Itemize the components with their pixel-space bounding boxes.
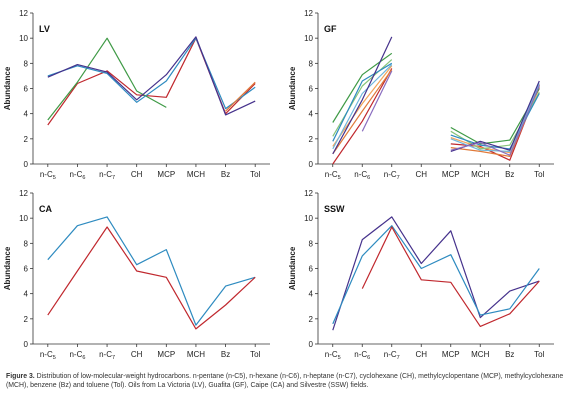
series-line (361, 70, 393, 132)
x-tick-label: Tol (250, 350, 260, 359)
y-axis-label: Abundance (3, 66, 12, 110)
x-tick-label: n-C6 (69, 350, 85, 361)
y-tick-label: 8 (309, 59, 314, 68)
panel-label: SSW (324, 204, 345, 214)
y-tick-label: 0 (24, 340, 29, 349)
x-tick-label: MCH (187, 170, 205, 179)
series-line (450, 85, 540, 156)
series-line (47, 36, 256, 116)
series-line (332, 52, 393, 123)
x-tick-label: n-C5 (325, 350, 341, 361)
series-line (47, 37, 167, 121)
y-tick-label: 2 (24, 315, 29, 324)
chart-panel-ca: 0 2 4 6 8 10 12 n-C5 n-C6 n-C7 CH MCP MCH Bz Tol Abunda… (3, 189, 270, 361)
x-tick-label: Tol (534, 350, 544, 359)
y-tick-label: 12 (304, 189, 313, 198)
y-axis-label: Abundance (3, 246, 12, 290)
series-line (332, 225, 540, 325)
y-tick-label: 6 (309, 265, 314, 274)
series-line (225, 81, 256, 112)
y-tick-label: 0 (309, 340, 314, 349)
y-tick-label: 6 (24, 265, 29, 274)
caption-lead: Figure 3. (6, 373, 35, 380)
x-tick-label: Bz (221, 170, 230, 179)
y-tick-label: 8 (24, 59, 29, 68)
chart-panel-gf: 0 2 4 6 8 10 12 n-C5 n-C6 n-C7 CH MCP MCH Bz Tol Abunda… (288, 9, 554, 181)
y-tick-label: 2 (24, 135, 29, 144)
x-tick-label: n-C5 (40, 350, 56, 361)
panel-label: CA (39, 204, 52, 214)
chart-panel-ssw: 0 2 4 6 8 10 12 n-C5 n-C6 n-C7 CH MCP MCH Bz Tol Abunda… (288, 189, 554, 361)
y-tick-label: 12 (19, 9, 28, 18)
series-line (450, 88, 540, 154)
y-tick-label: 8 (309, 239, 314, 248)
series-line (332, 62, 393, 142)
y-tick-label: 4 (24, 290, 29, 299)
x-tick-label: n-C7 (99, 350, 115, 361)
x-tick-label: MCP (442, 350, 460, 359)
y-tick-label: 4 (24, 110, 29, 119)
y-tick-label: 6 (24, 85, 29, 94)
y-tick-label: 10 (19, 214, 28, 223)
series-line (47, 226, 256, 330)
y-tick-label: 10 (304, 214, 313, 223)
caption-text: Distribution of low-molecular-weight hyd… (6, 373, 564, 389)
x-tick-label: Bz (221, 350, 230, 359)
x-tick-label: CH (131, 170, 143, 179)
x-tick-label: n-C5 (325, 170, 341, 181)
x-tick-label: Tol (534, 170, 544, 179)
y-tick-label: 6 (309, 85, 314, 94)
x-tick-label: Tol (250, 170, 260, 179)
series-line (47, 216, 256, 326)
y-axis-label: Abundance (288, 246, 297, 290)
series-line (332, 64, 393, 150)
x-tick-label: CH (415, 170, 427, 179)
y-tick-label: 12 (19, 189, 28, 198)
x-tick-label: CH (415, 350, 427, 359)
x-tick-label: CH (131, 350, 143, 359)
x-tick-label: n-C7 (99, 170, 115, 181)
x-tick-label: n-C6 (69, 170, 85, 181)
panel-label: GF (324, 24, 337, 34)
y-tick-label: 0 (24, 160, 29, 169)
series-line (332, 59, 393, 137)
x-tick-label: MCH (471, 350, 489, 359)
x-tick-label: n-C7 (384, 350, 400, 361)
series-line (47, 37, 256, 110)
x-tick-label: MCP (442, 170, 460, 179)
x-tick-label: MCP (157, 350, 175, 359)
series-line (450, 93, 540, 150)
y-axis-label: Abundance (288, 66, 297, 110)
series-line (450, 92, 540, 150)
x-tick-label: MCP (157, 170, 175, 179)
series-line (332, 68, 393, 165)
x-tick-label: MCH (471, 170, 489, 179)
x-tick-label: Bz (505, 170, 514, 179)
y-tick-label: 4 (309, 290, 314, 299)
x-tick-label: MCH (187, 350, 205, 359)
x-tick-label: n-C6 (354, 350, 370, 361)
y-tick-label: 4 (309, 110, 314, 119)
y-tick-label: 8 (24, 239, 29, 248)
y-tick-label: 10 (19, 34, 28, 43)
chart-panel-lv: 0 2 4 6 8 10 12 n-C5 n-C6 n-C7 CH MCP MCH Bz Tol Abunda… (3, 9, 270, 181)
x-tick-label: n-C5 (40, 170, 56, 181)
x-tick-label: Bz (505, 350, 514, 359)
panel-label: LV (39, 24, 50, 34)
series-line (332, 36, 393, 155)
series-line (361, 226, 540, 327)
series-line (332, 65, 393, 147)
series-line (332, 216, 540, 331)
y-tick-label: 2 (309, 135, 314, 144)
x-tick-label: n-C7 (384, 170, 400, 181)
x-tick-label: n-C6 (354, 170, 370, 181)
y-tick-label: 0 (309, 160, 314, 169)
series-line (332, 69, 393, 155)
y-tick-label: 2 (309, 315, 314, 324)
y-tick-label: 10 (304, 34, 313, 43)
series-line (450, 83, 540, 152)
figure-caption: Figure 3. Distribution of low-molecular-… (6, 372, 574, 390)
y-tick-label: 12 (304, 9, 313, 18)
